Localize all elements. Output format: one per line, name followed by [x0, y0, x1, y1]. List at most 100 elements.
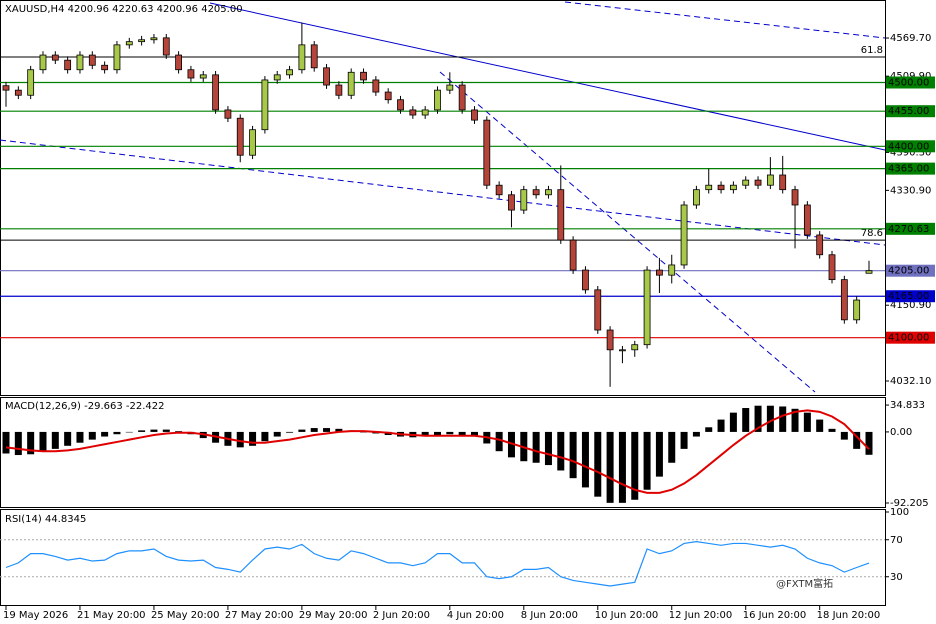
level-label: 4205.00	[888, 266, 929, 277]
macd-bar	[335, 428, 343, 432]
macd-bar	[298, 429, 306, 432]
candle-body	[693, 189, 700, 206]
y-tick-label: 0.00	[890, 427, 912, 438]
candle-body	[224, 109, 232, 119]
candle-body	[310, 44, 318, 69]
frames	[0, 0, 886, 606]
candle-body	[286, 69, 293, 76]
candle-body	[212, 74, 219, 111]
macd-bar	[434, 431, 441, 436]
macd-bar	[175, 431, 183, 432]
x-tick-label: 2 Jun 20:00	[373, 610, 430, 621]
macd-bar	[2, 431, 10, 454]
rsi-line	[5, 540, 870, 587]
level-box	[886, 105, 935, 118]
candle-body	[803, 204, 811, 236]
level-label: 4365.00	[888, 164, 929, 175]
macd-bar	[668, 431, 676, 463]
candle-body	[273, 74, 281, 81]
macd-bar	[421, 431, 429, 437]
x-tick-label: 18 Jun 20:00	[817, 610, 881, 621]
candle-body	[175, 54, 183, 71]
y-tick-label: 4330.90	[890, 185, 931, 196]
y-tick-label: 30	[890, 572, 903, 583]
candle-body	[199, 74, 207, 79]
level-box	[886, 264, 935, 277]
x-tick-label: 10 Jun 20:00	[595, 610, 659, 621]
candle-body	[162, 37, 170, 56]
macd-bar	[507, 431, 515, 458]
candle-body	[840, 279, 848, 321]
macd-bar	[51, 431, 59, 449]
macd-bar	[249, 431, 257, 446]
macd-bar	[495, 431, 503, 452]
macd-bar	[150, 429, 158, 432]
macd-bar	[705, 427, 713, 432]
y-tick-label: 4032.10	[890, 376, 931, 387]
level-label: 4455.00	[888, 106, 929, 117]
y-tick-label: 100	[890, 507, 909, 518]
candle-body	[101, 64, 109, 71]
macd-bar	[323, 428, 331, 432]
rsi-title: RSI(14) 44.8345	[5, 514, 86, 525]
candle-body	[323, 67, 330, 86]
macd-bar	[779, 406, 787, 432]
candle-body	[865, 270, 873, 274]
level-label: 4165.00	[888, 291, 929, 302]
candle-body	[138, 39, 146, 43]
candle-body	[606, 329, 614, 351]
candle-body	[569, 239, 577, 271]
candle-body	[261, 79, 269, 131]
macd-bar	[532, 431, 540, 463]
x-tick-label: 12 Jun 20:00	[669, 610, 733, 621]
candle-body	[434, 89, 441, 111]
level-box	[886, 162, 935, 175]
candle-body	[520, 189, 528, 211]
level-label: 4400.00	[888, 141, 929, 152]
candle-body	[458, 84, 466, 111]
x-tick-label: 8 Jun 20:00	[521, 610, 578, 621]
macd-bar	[680, 431, 688, 449]
macd-bar	[828, 428, 836, 432]
macd-bar	[692, 431, 700, 437]
macd-bar	[853, 431, 861, 449]
candle-body	[14, 89, 22, 96]
y-tick-label: -92.205	[890, 498, 929, 509]
macd-bar	[360, 431, 368, 433]
candle-body	[705, 184, 713, 191]
candle-body	[545, 189, 552, 196]
macd-signal	[5, 409, 870, 494]
level-label: 4100.00	[888, 333, 929, 344]
macd-bar	[631, 431, 639, 500]
macd-bar	[717, 419, 725, 432]
candle-body	[557, 189, 565, 241]
x-tick-label: 29 May 20:00	[299, 610, 368, 621]
candle-body	[298, 44, 306, 71]
macd-bar	[162, 429, 170, 432]
macd-bar	[865, 431, 873, 455]
macd-bar	[261, 431, 269, 442]
candle-body	[446, 84, 454, 91]
candle-body	[51, 54, 59, 61]
candle-body	[582, 269, 589, 291]
y-tick-label: 4569.70	[890, 33, 931, 44]
candle-body	[150, 37, 158, 41]
level-box	[886, 222, 935, 235]
candle-body	[249, 129, 256, 156]
candle-body	[397, 99, 404, 111]
candle-body	[619, 349, 626, 352]
candle-body	[643, 269, 651, 346]
trend-lines	[0, 1, 886, 393]
candle-body	[779, 174, 787, 191]
candle-body	[631, 344, 639, 351]
macd-bar	[618, 431, 626, 503]
macd-bar	[816, 419, 824, 432]
macd-bar	[14, 431, 22, 456]
x-tick-label: 4 Jun 20:00	[447, 610, 504, 621]
candle-body	[372, 79, 380, 93]
candle-body	[2, 85, 10, 91]
candle-body	[791, 189, 799, 206]
macd-bar	[594, 431, 602, 497]
candle-body	[816, 234, 824, 256]
